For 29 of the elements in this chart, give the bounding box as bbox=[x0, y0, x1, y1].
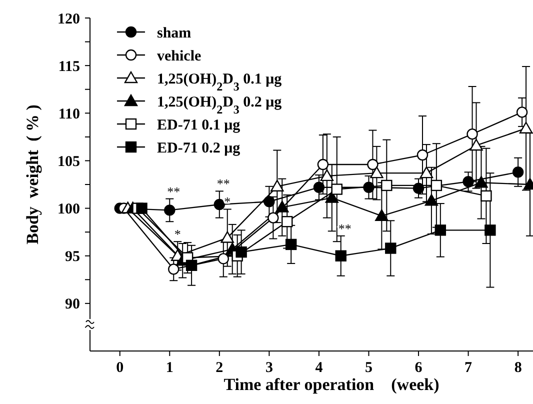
y-tick-label: 95 bbox=[65, 249, 80, 266]
y-axis-title: Body weight ( % ) bbox=[23, 104, 42, 244]
x-tick-label: 2 bbox=[216, 360, 224, 376]
legend-label: 1,25(OH)$_{2}$D$_{3}$ 0.2 μg bbox=[157, 94, 282, 116]
x-tick-label: 5 bbox=[364, 360, 372, 376]
legend-label: ED-71 0.2 μg bbox=[157, 140, 241, 156]
x-tick-label: 0 bbox=[116, 360, 124, 376]
legend-label: 1,25(OH)$_{2}$D$_{3}$ 0.1 μg bbox=[157, 71, 282, 94]
y-tick-label: 105 bbox=[58, 154, 80, 170]
annotation: ** bbox=[216, 176, 230, 192]
legend-label: ED-71 0.1 μg bbox=[157, 117, 241, 134]
annotation: ** bbox=[167, 184, 180, 199]
legend-label: sham bbox=[157, 25, 192, 42]
legend-label: vehicle bbox=[157, 48, 202, 64]
y-tick-label: 110 bbox=[58, 106, 80, 122]
annotation: ** bbox=[338, 220, 352, 236]
y-tick-label: 100 bbox=[58, 202, 80, 218]
x-tick-label: 4 bbox=[315, 360, 324, 376]
x-tick-label: 3 bbox=[265, 360, 273, 376]
x-tick-label: 7 bbox=[464, 360, 473, 376]
annotation: * bbox=[174, 226, 181, 242]
y-tick-label: 90 bbox=[65, 296, 80, 313]
y-tick-label: 115 bbox=[58, 58, 80, 75]
x-tick-label: 6 bbox=[414, 360, 423, 376]
x-tick-label: 8 bbox=[514, 360, 522, 376]
x-axis-title: Time after operation (week) bbox=[224, 375, 440, 394]
annotation: * bbox=[224, 194, 231, 210]
y-tick-label: 120 bbox=[58, 11, 80, 28]
x-tick-label: 1 bbox=[166, 360, 174, 376]
